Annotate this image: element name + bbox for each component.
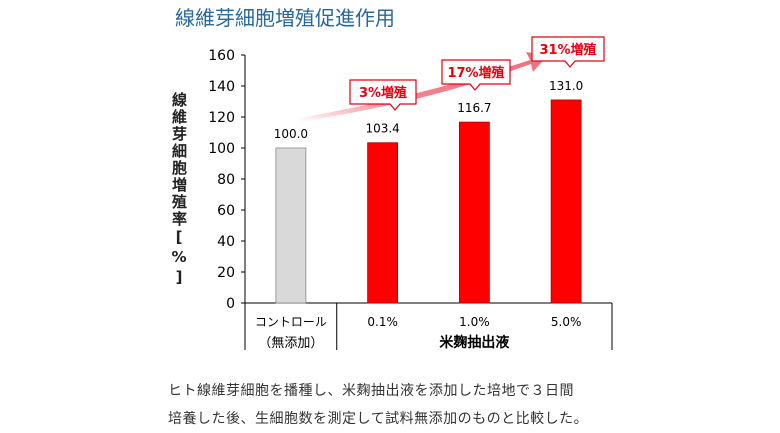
annotation-label: 17%増殖 — [447, 65, 504, 81]
annotation-label: 31%増殖 — [539, 42, 596, 58]
data-label: 116.7 — [457, 101, 491, 115]
y-tick-label: 100 — [208, 141, 235, 157]
annotation-label: 3%増殖 — [359, 85, 407, 101]
caption: ヒト線維芽細胞を播種し、米麹抽出液を添加した培地で３日間 培養した後、生細胞数を… — [168, 377, 588, 433]
x-tick-label: 1.0% — [459, 315, 490, 329]
y-tick-label: 40 — [217, 234, 235, 250]
chart-title: 線維芽細胞増殖促進作用 — [175, 6, 395, 30]
bar — [458, 121, 490, 304]
data-label: 100.0 — [274, 127, 308, 141]
bar — [275, 147, 307, 304]
x-tick-sublabel: （無添加） — [258, 336, 323, 351]
annotation-callout — [349, 79, 417, 111]
y-tick-label: 120 — [208, 110, 235, 126]
y-tick-label: 0 — [226, 296, 235, 312]
caption-line-2: 培養した後、生細胞数を測定して試料無添加のものと比較した。 — [168, 411, 589, 427]
bar — [367, 142, 399, 304]
y-tick-label: 20 — [217, 265, 235, 281]
y-tick-label: 80 — [217, 172, 235, 188]
y-tick-label: 140 — [208, 79, 235, 95]
group-label: 米麹抽出液 — [439, 334, 510, 351]
annotation-callout — [441, 59, 511, 91]
annotation-callout — [531, 36, 605, 68]
trend-arrow — [300, 52, 548, 122]
bar — [550, 99, 582, 304]
x-tick-label: 0.1% — [367, 315, 398, 329]
x-tick-label: 5.0% — [551, 315, 582, 329]
y-tick-label: 160 — [208, 48, 235, 64]
y-axis-label: 線維芽細胞増殖率[%] — [170, 92, 188, 288]
caption-line-1: ヒト線維芽細胞を播種し、米麹抽出液を添加した培地で３日間 — [168, 383, 574, 399]
y-tick-label: 60 — [217, 203, 235, 219]
data-label: 103.4 — [365, 122, 399, 136]
data-label: 131.0 — [549, 79, 583, 93]
x-tick-label: コントロール — [255, 315, 327, 329]
